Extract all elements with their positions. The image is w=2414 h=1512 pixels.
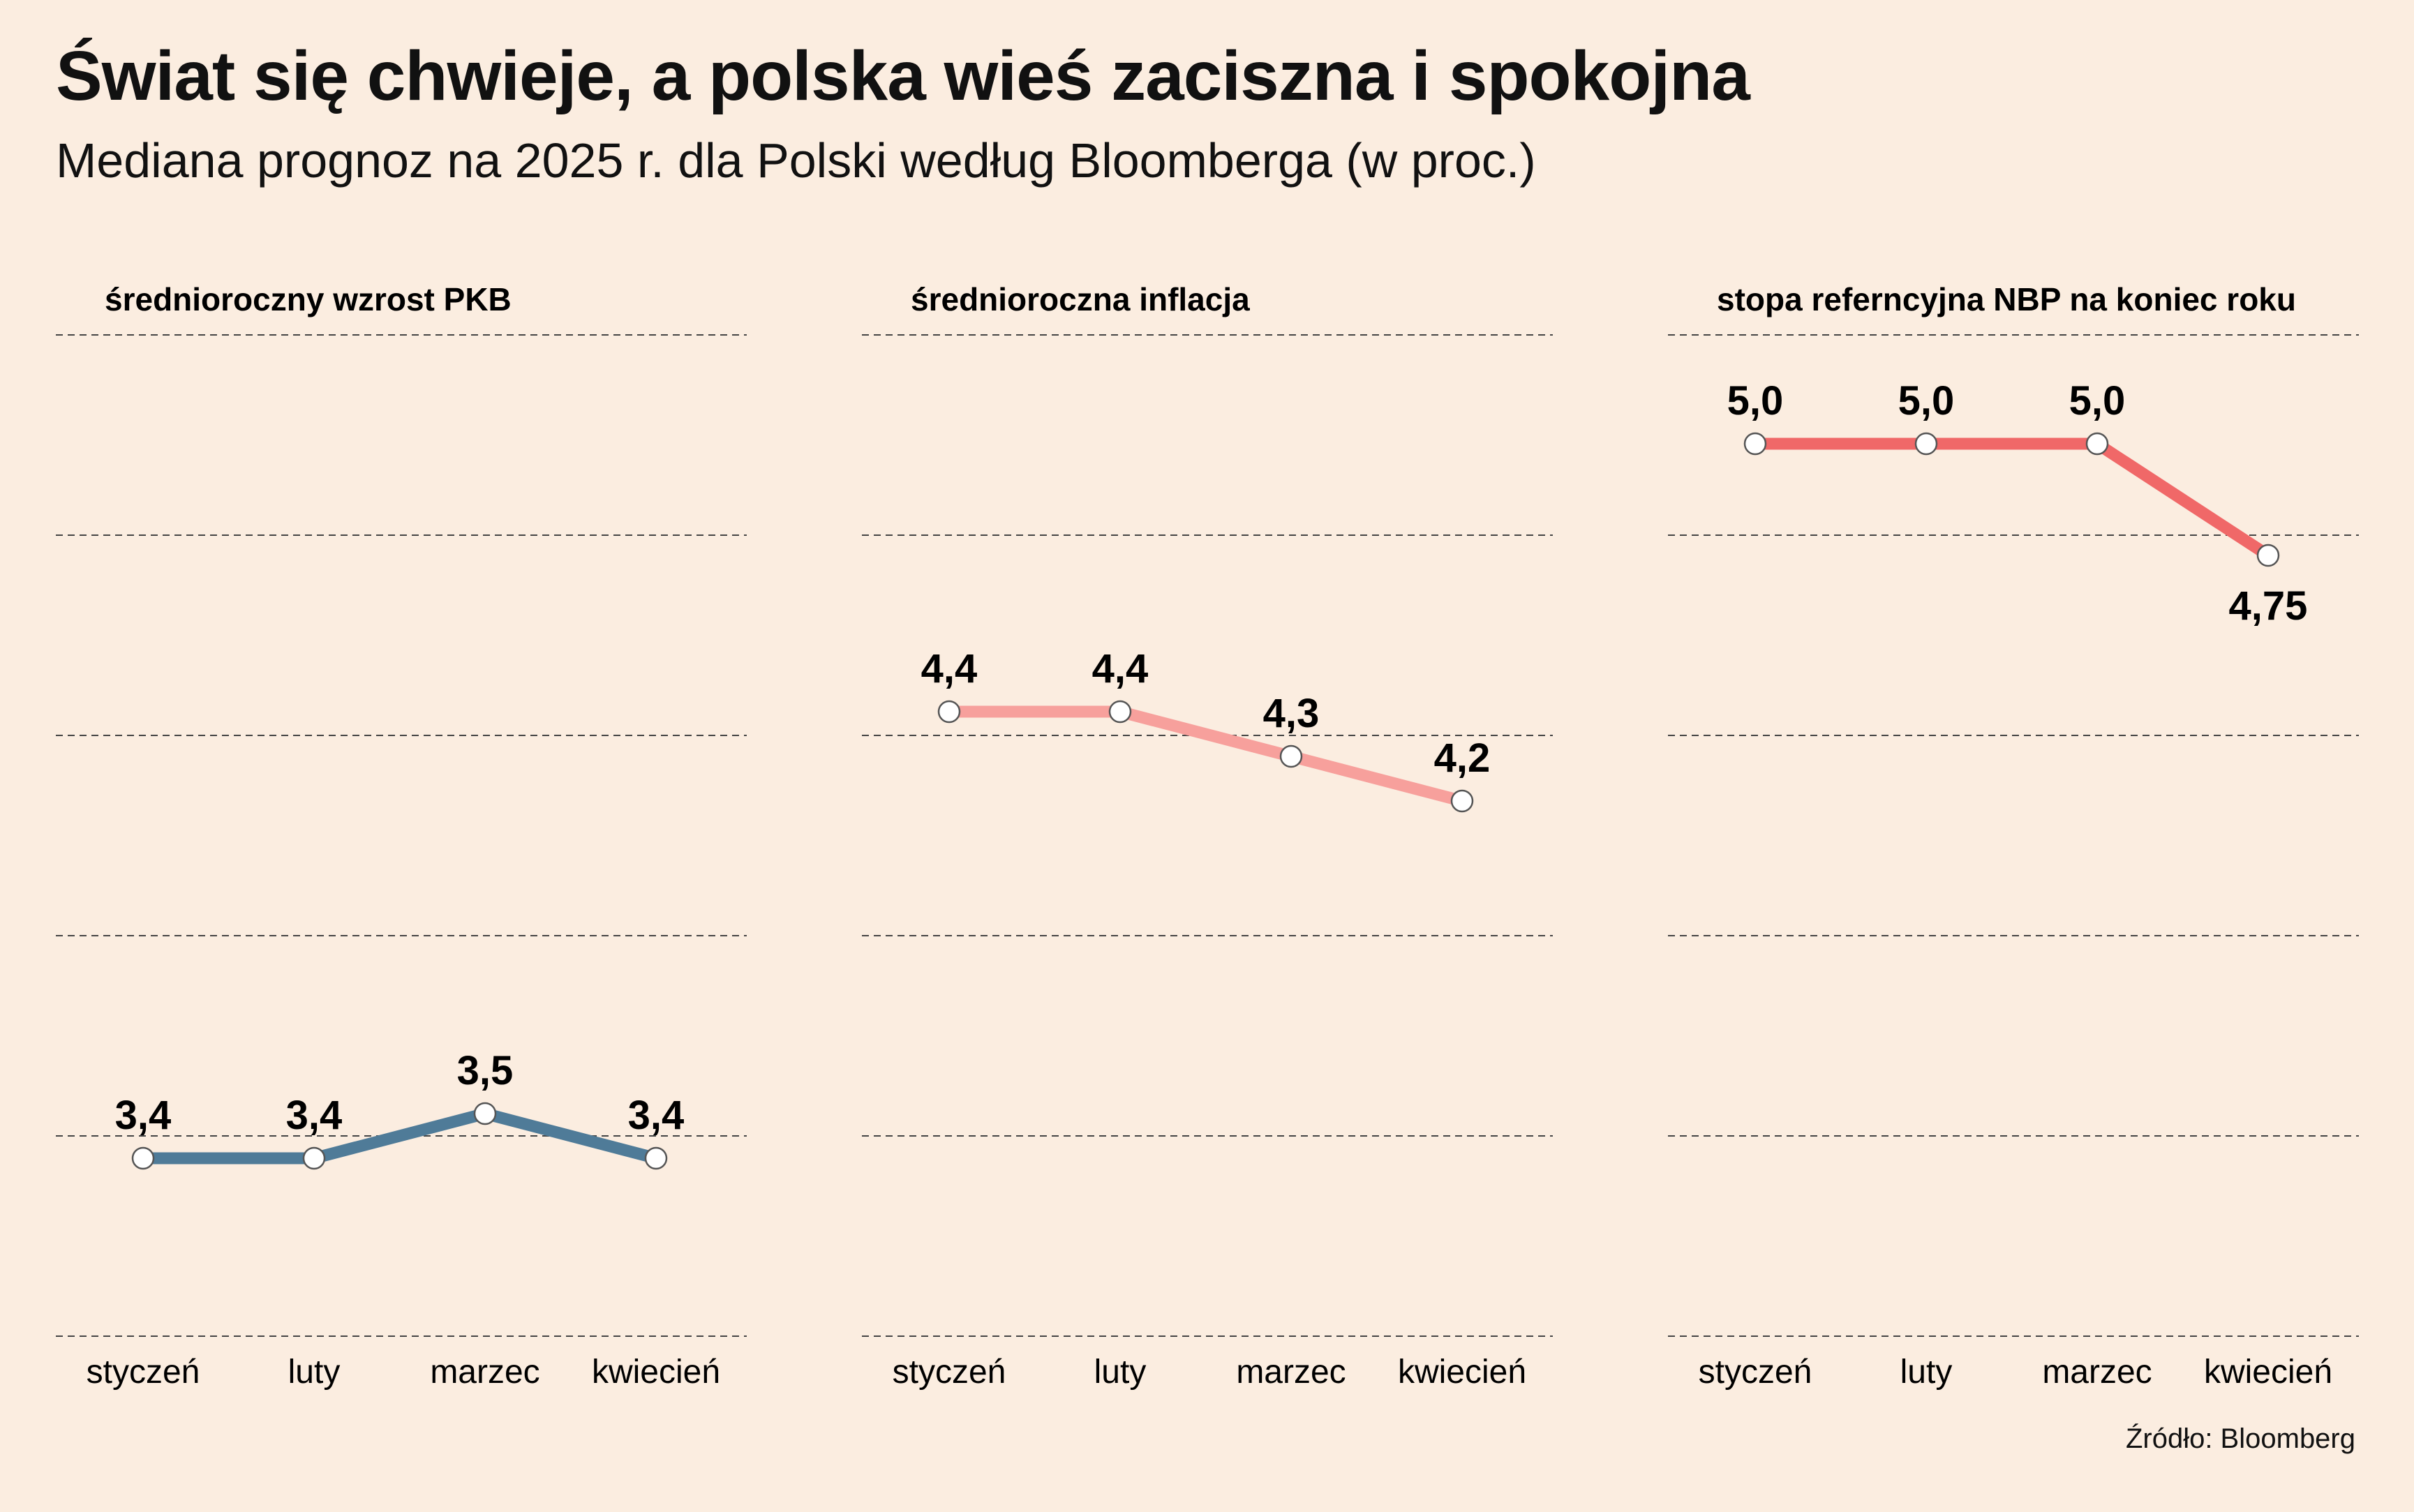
data-label: 4,2 [1434,735,1491,781]
data-label: 3,4 [115,1093,172,1138]
chart-subtitle: Mediana prognoz na 2025 r. dla Polski we… [56,133,1536,188]
x-tick-label: kwiecień [1398,1354,1526,1391]
chart-panel-1: średnioroczny wzrost PKB 3,4 styczeń 3,4 lut… [56,281,747,1391]
chart-title: Świat się chwieje, a polska wieś zaciszn… [56,37,1750,115]
data-point [302,1146,326,1170]
x-tick-label: marzec [2042,1354,2152,1391]
series-line [137,1107,662,1165]
x-tick-label: marzec [430,1354,539,1391]
data-point [1108,700,1132,724]
data-point [2085,432,2109,456]
data-label: 5,0 [1727,378,1784,424]
data-point [1450,789,1474,813]
panel-title: średnioroczny wzrost PKB [105,281,512,317]
data-point [644,1146,668,1170]
data-point [473,1102,497,1125]
data-label: 4,4 [1092,646,1149,691]
data-point [1914,432,1938,456]
x-tick-label: kwiecień [592,1354,720,1391]
x-tick-label: marzec [1236,1354,1346,1391]
x-tick-label: styczeń [1699,1354,1812,1391]
x-tick-label: styczeń [893,1354,1006,1391]
panel-title: średnioroczna inflacja [911,281,1250,317]
data-label: 3,5 [457,1048,514,1093]
data-point [1279,744,1303,768]
data-point [937,700,961,724]
series-line [1749,437,2274,562]
data-label: 5,0 [2069,378,2126,424]
series-line [943,705,1468,807]
data-label: 4,3 [1263,691,1320,736]
panel-title: stopa referncyjna NBP na koniec roku [1717,281,2296,317]
data-label: 3,4 [286,1093,343,1138]
data-point [131,1146,155,1170]
data-point [1743,432,1767,456]
x-tick-label: kwiecień [2204,1354,2332,1391]
source-note: Źródło: Bloomberg [2125,1423,2355,1454]
data-point [2256,544,2280,567]
x-tick-label: luty [288,1354,341,1391]
data-label: 3,4 [628,1093,685,1138]
data-label: 4,4 [921,646,978,691]
data-label: 4,75 [2229,583,2308,629]
data-label: 5,0 [1898,378,1955,424]
chart-panel-3: stopa referncyjna NBP na koniec roku 5,0 s… [1668,281,2359,1391]
chart-panel-2: średnioroczna inflacja 4,4 styczeń 4,4 luty 4… [862,281,1553,1391]
x-tick-label: styczeń [87,1354,200,1391]
x-tick-label: luty [1900,1354,1953,1391]
x-tick-label: luty [1094,1354,1147,1391]
